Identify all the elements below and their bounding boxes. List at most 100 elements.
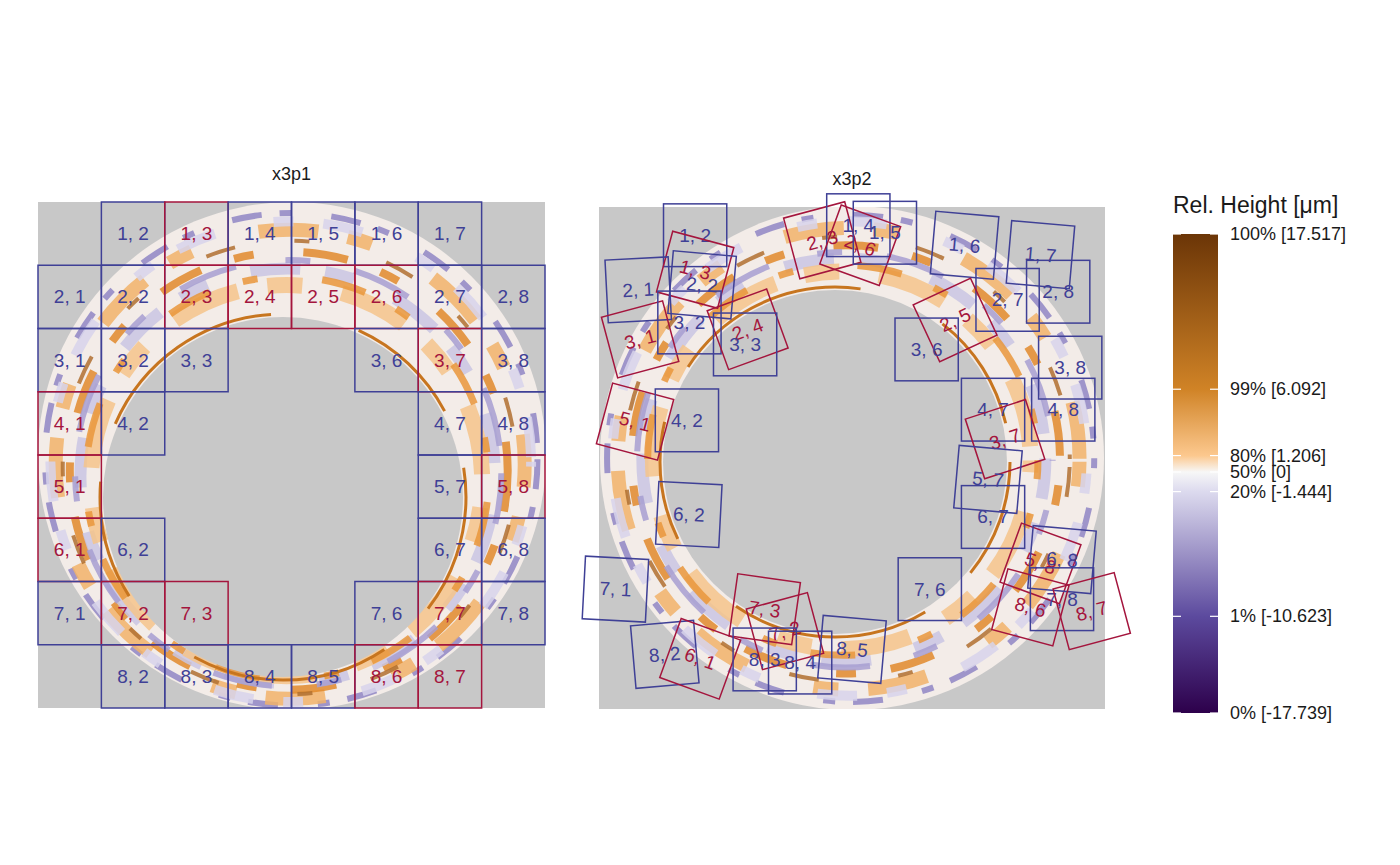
cell-label: 2, 6 [371,286,403,307]
cell-label: 7, 7 [434,603,466,624]
cell-box [418,582,481,645]
cell-box [38,329,101,392]
cell: 6, 8 [482,518,545,581]
cell-label: 8, 5 [835,638,868,662]
cell-label: 5, 7 [971,467,1004,491]
cell-box [418,392,481,455]
cell: 3, 2 [101,329,164,392]
cell-label: 1, 7 [434,223,466,244]
cell: 2, 1 [38,265,101,328]
cell-box [769,631,832,694]
cell: 7, 7 [418,582,481,645]
colorbar-tick-label: 20% [-1.444] [1230,482,1332,502]
cell-label: 6, 7 [977,506,1009,527]
cell-box [1053,573,1130,650]
cell: 5, 1 [596,383,673,460]
surface-texture [70,252,508,690]
cell-box [1006,221,1074,289]
cell-label: 7, 6 [914,579,946,600]
cell-box [38,392,101,455]
cell-label: 2, 5 [307,286,339,307]
cell: 1, 6 [355,202,418,265]
cell-box [38,518,101,581]
surface-texture [86,277,489,680]
cell: 8, 7 [418,645,481,708]
cell: 2, 5 [292,265,355,328]
cell: 4, 7 [418,392,481,455]
cell: 7, 6 [898,558,961,621]
cell-label: 1, 7 [1024,243,1057,267]
cell-box [101,202,164,265]
cell: 3, 8 [482,329,545,392]
cell-box [482,392,545,455]
cell-box [101,645,164,708]
cell-box [38,265,101,328]
cell-label: 3, 6 [911,339,943,360]
cell-box [668,251,736,319]
cell-box [228,202,291,265]
cell: 2, 2 [101,265,164,328]
cell-box [656,481,722,547]
cell: 6, 2 [101,518,164,581]
cell: 6, 1 [660,619,741,700]
cell: 7, 6 [355,582,418,645]
surface-texture [625,237,1070,682]
cell-label: 7, 1 [54,603,86,624]
panel-background [599,207,1105,709]
cell-box [660,619,741,700]
cell-label: 1, 5 [869,222,901,243]
cell: 1, 3 [165,202,228,265]
cell-label: 3, 3 [181,350,213,371]
cell-label: 1, 5 [307,223,339,244]
colorbar-tick [1210,455,1218,456]
cell: 6, 2 [656,481,722,547]
cell-label: 2, 1 [622,279,655,302]
cell: 2, 6 [820,205,901,286]
cell: 3, 1 [38,329,101,392]
cell: 3, 1 [601,301,678,378]
cell-box [418,329,481,392]
cell: 2, 2 [668,251,736,319]
cell-box [1027,260,1090,323]
cell-box [656,231,733,308]
cell: 7, 2 [101,582,164,645]
cell: 2, 4 [707,289,788,370]
surface-texture [637,252,1053,668]
colorbar-tick [1173,712,1181,713]
cell-box [292,265,355,328]
surface-hole [103,317,463,677]
cell-label: 2, 3 [181,286,213,307]
cell-label: 2, 8 [497,286,529,307]
cell-label: 2, 7 [992,289,1024,310]
panel-title: x3p2 [832,169,871,189]
cell-label: 3, 8 [1054,357,1086,378]
cell-box [418,202,481,265]
cell-label: 8, 5 [307,666,339,687]
cell-box [707,289,788,370]
cell: 2, 8 [482,265,545,328]
cell-label: 7, 6 [371,603,403,624]
cell-box [165,582,228,645]
cell-box [596,383,673,460]
cell-label: 8, 6 [371,666,403,687]
cell: 7, 1 [582,556,648,622]
cell-box [38,455,101,518]
cell-box [292,645,355,708]
cell-label: 7, 1 [599,578,632,601]
cell: 5, 7 [954,445,1022,513]
cell: 1, 3 [656,231,733,308]
cell-box [355,265,418,328]
colorbar-tick [1210,712,1218,713]
cell-label: 8, 6 [1012,593,1048,621]
surface-texture [648,265,1038,655]
cell-label: 3, 1 [622,325,658,353]
cell-label: 8, 2 [117,666,149,687]
surface-edge [100,314,466,680]
surface-texture [56,230,525,699]
cell-label: 6, 8 [497,539,529,560]
cell-label: 5, 7 [434,476,466,497]
cell-box [165,202,228,265]
cell: 4, 8 [1032,378,1095,441]
cell-label: 3, 3 [729,334,761,355]
cell: 3, 3 [165,329,228,392]
